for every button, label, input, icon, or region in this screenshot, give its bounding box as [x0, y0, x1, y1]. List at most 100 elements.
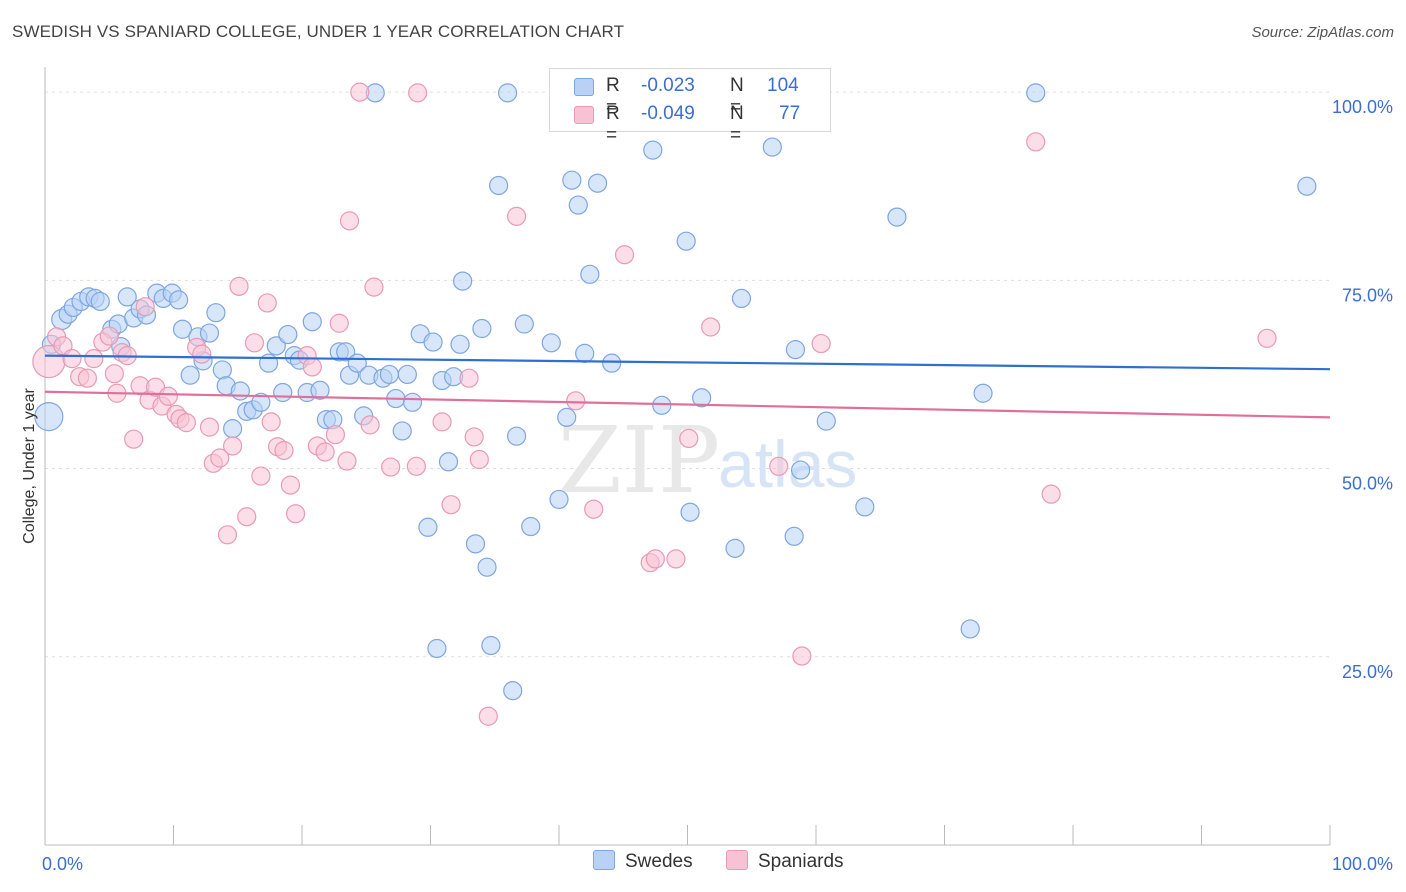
chart-title: SWEDISH VS SPANIARD COLLEGE, UNDER 1 YEA… [12, 22, 625, 41]
swedes-point [397, 364, 417, 385]
spaniards-point [1041, 484, 1061, 504]
axes [44, 67, 1331, 846]
swedes-point [310, 380, 330, 400]
spaniards-point [645, 549, 665, 569]
swedes-point [503, 681, 523, 701]
bottom-legend-spaniards-label: Spaniards [758, 851, 844, 872]
spaniards-point [280, 475, 301, 495]
spaniards-point [223, 436, 243, 456]
swedes-point [514, 314, 534, 334]
swedes-point [643, 140, 663, 160]
swedes-point [680, 502, 700, 522]
spaniards-point [679, 428, 699, 449]
spaniards-point [192, 344, 212, 364]
source-label: Source: ZipAtlas.com [1251, 24, 1394, 41]
swedes-point [575, 343, 595, 363]
swedes-point [587, 173, 608, 193]
swedes-point [562, 170, 582, 190]
spaniards-point [337, 451, 357, 471]
spaniards-point [199, 417, 220, 437]
swedes-point [1297, 176, 1317, 196]
swedes-point [489, 175, 509, 196]
swedes-point [960, 619, 980, 639]
swedes-point [472, 318, 492, 339]
swedes-point [418, 517, 438, 537]
swedes-point [465, 534, 486, 554]
spaniards-point [135, 297, 155, 317]
swedes-point [887, 207, 907, 227]
legend-n-value: 104 [767, 75, 799, 96]
swedes-point [676, 231, 696, 251]
legend-r-label: R = [606, 103, 620, 146]
swedes-trend-line [44, 354, 1331, 371]
swedes-point [180, 365, 200, 385]
spaniards-point [381, 457, 401, 477]
spaniards-point [350, 82, 370, 102]
spaniards-point [459, 368, 479, 388]
spaniards-point [339, 211, 360, 231]
swedes-point [785, 340, 806, 360]
spaniards-point [325, 425, 346, 445]
spaniards-point [251, 466, 271, 486]
spaniards-point [244, 333, 265, 353]
bottom-legend-spaniards: Spaniards [726, 850, 844, 873]
spaniards-point [158, 386, 178, 406]
swedes-point [223, 419, 243, 439]
swedes-point [212, 360, 232, 380]
swedes-point [568, 195, 588, 215]
swedes-point [117, 287, 137, 307]
swedes-point [784, 526, 804, 546]
swedes-point [1026, 83, 1046, 103]
spaniards-point [364, 277, 384, 297]
spaniards-point [62, 349, 82, 369]
spaniards-point [441, 495, 461, 515]
swedes-point [477, 557, 497, 577]
swedes-swatch [574, 78, 594, 96]
spaniards-point [315, 442, 335, 462]
swedes-point [392, 421, 412, 441]
swedes-point [34, 402, 64, 432]
spaniards-swatch [726, 850, 748, 870]
swedes-point [541, 333, 561, 353]
swedes-point [973, 383, 993, 403]
grid-lines [45, 91, 1330, 658]
swedes-point [172, 319, 193, 339]
spaniards-point [274, 440, 294, 461]
swedes-point [379, 364, 399, 385]
swedes-point [762, 137, 782, 157]
swedes-point [438, 452, 459, 472]
legend-n-label: N = [730, 103, 744, 146]
x-tick-label-max: 100.0% [1332, 854, 1393, 874]
swedes-point [230, 381, 250, 401]
swedes-point [450, 334, 470, 354]
y-axis-label: College, Under 1 year [21, 388, 38, 544]
swedes-point [506, 426, 527, 446]
spaniards-point [360, 415, 380, 435]
spaniards-point [257, 293, 277, 313]
spaniards-point [566, 391, 586, 411]
swedes-point [521, 516, 541, 537]
swedes-point [692, 388, 712, 408]
legend-n-value: 77 [779, 103, 801, 124]
spaniards-point [792, 646, 812, 666]
swedes-point [498, 83, 518, 103]
swedes-point [273, 382, 293, 403]
x-tick-label-min: 0.0% [42, 854, 83, 874]
spaniards-point [104, 364, 124, 384]
spaniards-point [217, 525, 238, 545]
spaniards-point [432, 412, 452, 432]
swedes-point [90, 291, 110, 312]
swedes-swatch [593, 850, 615, 870]
spaniards-point [408, 83, 428, 103]
y-tick-label: 25.0% [1342, 662, 1393, 682]
legend: R = -0.023 N = 104 R = -0.049 N = 77 [549, 68, 831, 146]
spaniards-trend-line [44, 390, 1331, 419]
y-tick-label: 100.0% [1332, 97, 1393, 117]
spaniards-point [769, 456, 789, 476]
swedes-point [855, 497, 875, 517]
swedes-point [816, 411, 836, 431]
swedes-point [731, 288, 752, 309]
swedes-point [302, 312, 322, 332]
spaniards-point [84, 349, 104, 369]
spaniards-point [237, 507, 257, 527]
